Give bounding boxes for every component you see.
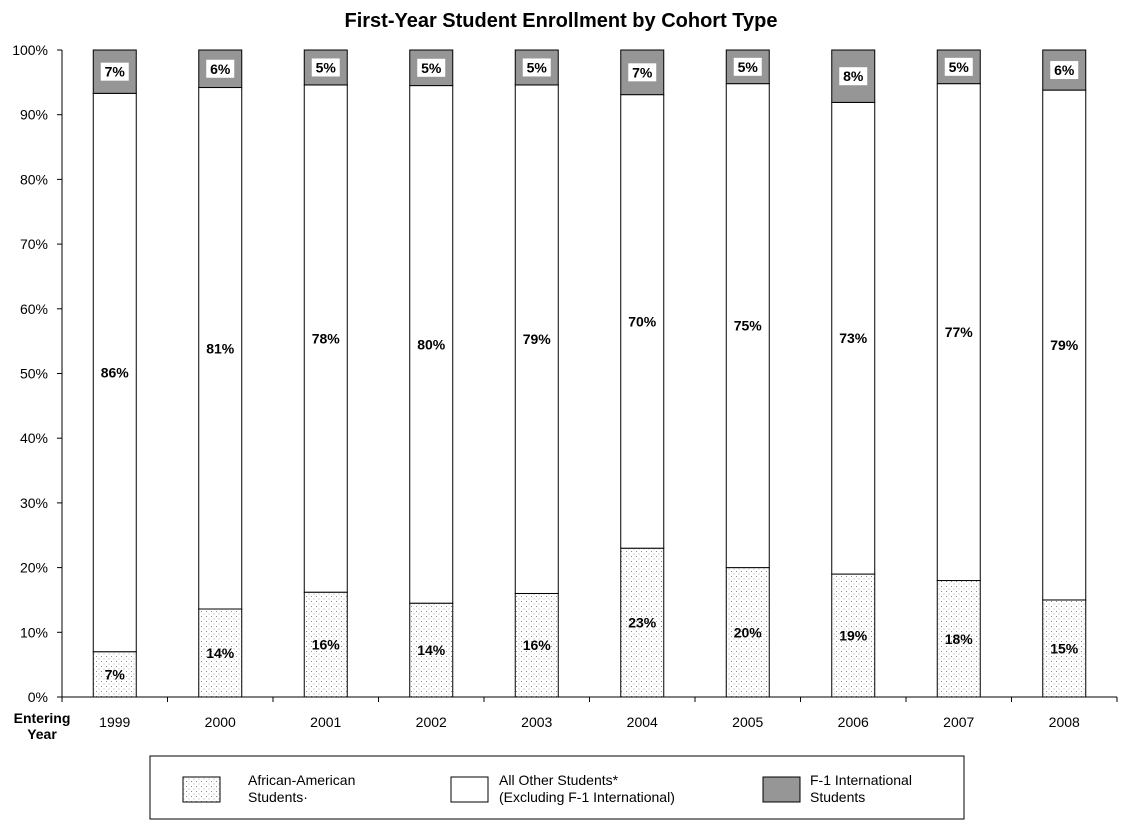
data-label-aa-2007: 18% (945, 631, 974, 647)
data-label-other-2005: 75% (734, 318, 763, 334)
x-tick-label: 2000 (205, 714, 236, 730)
x-tick-label: 2007 (943, 714, 974, 730)
y-tick-label: 10% (20, 624, 48, 640)
data-label-other-2003: 79% (523, 331, 552, 347)
label-box-f1-1999 (100, 62, 129, 81)
legend-frame (149, 755, 965, 820)
data-label-f1-1999: 7% (105, 64, 126, 80)
bar-aa-2005 (725, 567, 770, 698)
data-label-other-2006: 73% (839, 330, 868, 346)
data-label-aa-1999: 7% (105, 666, 126, 682)
data-label-aa-2003: 16% (523, 637, 552, 653)
data-label-f1-2005: 5% (738, 59, 759, 75)
bar-f1-2000 (198, 49, 243, 89)
bar-aa-2000 (198, 608, 243, 698)
legend-label-aa: African-American Students· (248, 772, 355, 805)
bar-aa-2003 (514, 592, 559, 698)
data-label-other-2008: 79% (1050, 337, 1079, 353)
y-tick-label: 20% (20, 560, 48, 576)
legend-label-f1: F-1 International Students (810, 772, 912, 805)
bar-aa-2006 (831, 573, 876, 698)
y-tick-label: 90% (20, 107, 48, 123)
data-label-f1-2004: 7% (632, 64, 653, 80)
data-label-aa-2000: 14% (206, 645, 235, 661)
x-tick-label: 2002 (416, 714, 447, 730)
bar-aa-2008 (1042, 599, 1087, 698)
legend-label-other: All Other Students* (Excluding F-1 Intern… (499, 772, 675, 805)
data-label-other-2007: 77% (945, 324, 974, 340)
x-tick-label: 1999 (99, 714, 130, 730)
data-label-f1-2002: 5% (421, 60, 442, 76)
bar-other-2004 (620, 94, 665, 549)
data-label-aa-2002: 14% (417, 642, 446, 658)
y-tick-label: 0% (28, 689, 48, 705)
x-tick-label: 2004 (627, 714, 658, 730)
label-box-f1-2004 (628, 63, 657, 82)
y-tick-label: 40% (20, 430, 48, 446)
legend-swatch-f1 (762, 776, 801, 803)
bar-other-2007 (936, 83, 981, 582)
x-axis-title: Entering Year (14, 710, 71, 742)
chart-title: First-Year Student Enrollment by Cohort … (344, 10, 777, 32)
data-label-aa-2001: 16% (312, 637, 341, 653)
x-tick-label: 2005 (732, 714, 763, 730)
label-box-f1-2000 (206, 59, 235, 78)
label-box-f1-2002 (417, 58, 446, 77)
bar-aa-2007 (936, 580, 981, 698)
legend-swatch-other (450, 776, 489, 803)
legend: African-American Students· All Other Stude… (149, 755, 965, 820)
x-tick-label: 2008 (1049, 714, 1080, 730)
data-labels: 7% 86% 7% 14% 81% 6% 16% 78% 5% 14% 80% 5% 16% 79% 5% 2… (100, 57, 1079, 682)
x-tick-label: 2001 (310, 714, 341, 730)
label-box-f1-2003 (522, 58, 551, 77)
data-label-other-2001: 78% (312, 331, 341, 347)
data-label-aa-2008: 15% (1050, 640, 1079, 656)
data-label-other-2004: 70% (628, 313, 657, 329)
bars (92, 49, 1087, 698)
label-box-f1-2006 (839, 67, 868, 86)
x-tick-label: 2006 (838, 714, 869, 730)
data-label-f1-2003: 5% (527, 59, 548, 75)
bar-other-1999 (92, 92, 137, 653)
bar-aa-1999 (92, 651, 137, 698)
data-label-aa-2004: 23% (628, 615, 657, 631)
label-box-f1-2001 (311, 58, 340, 77)
axes: 0% 10% 20% 30% 40% 50% 60% 70% 80% 90% 100% 1999 200… (12, 42, 1118, 742)
x-tick-label: 2003 (521, 714, 552, 730)
data-label-aa-2005: 20% (734, 624, 763, 640)
bar-aa-2002 (409, 602, 454, 698)
data-label-aa-2006: 19% (839, 628, 868, 644)
y-tick-label: 100% (12, 42, 48, 58)
bar-other-2001 (303, 84, 348, 593)
data-label-f1-2007: 5% (949, 59, 970, 75)
data-label-other-2002: 80% (417, 336, 446, 352)
data-label-f1-2001: 5% (316, 59, 337, 75)
bar-f1-2006 (831, 49, 876, 103)
data-label-f1-2008: 6% (1054, 62, 1075, 78)
label-box-f1-2008 (1050, 61, 1079, 80)
y-tick-label: 70% (20, 236, 48, 252)
data-label-other-1999: 86% (101, 365, 130, 381)
y-tick-label: 50% (20, 366, 48, 382)
legend-swatch-aa (182, 776, 221, 803)
y-tick-label: 60% (20, 301, 48, 317)
data-label-f1-2000: 6% (210, 61, 231, 77)
label-box-f1-2007 (944, 57, 973, 76)
bar-aa-2001 (303, 591, 348, 698)
y-tick-label: 80% (20, 171, 48, 187)
bar-aa-2004 (620, 547, 665, 698)
data-label-f1-2006: 8% (843, 68, 864, 84)
label-box-f1-2005 (733, 57, 762, 76)
data-label-other-2000: 81% (206, 340, 235, 356)
y-tick-label: 30% (20, 495, 48, 511)
